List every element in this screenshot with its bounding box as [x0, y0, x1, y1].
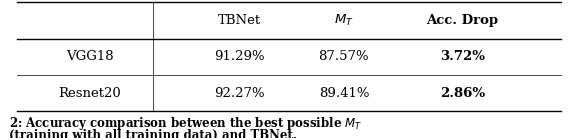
Text: TBNet: TBNet — [218, 14, 261, 27]
Text: Acc. Drop: Acc. Drop — [427, 14, 498, 27]
Text: 2.86%: 2.86% — [440, 87, 485, 100]
Text: 87.57%: 87.57% — [318, 50, 369, 63]
Text: (training with all training data) and TBNet.: (training with all training data) and TB… — [9, 129, 297, 138]
Text: $M_T$: $M_T$ — [334, 13, 354, 28]
Text: Resnet20: Resnet20 — [58, 87, 121, 100]
Text: 3.72%: 3.72% — [440, 50, 485, 63]
Text: 89.41%: 89.41% — [318, 87, 369, 100]
Text: 92.27%: 92.27% — [214, 87, 265, 100]
Text: 2: Accuracy comparison between the best possible $M_T$: 2: Accuracy comparison between the best … — [9, 115, 362, 132]
Text: VGG18: VGG18 — [66, 50, 113, 63]
Text: 91.29%: 91.29% — [214, 50, 265, 63]
